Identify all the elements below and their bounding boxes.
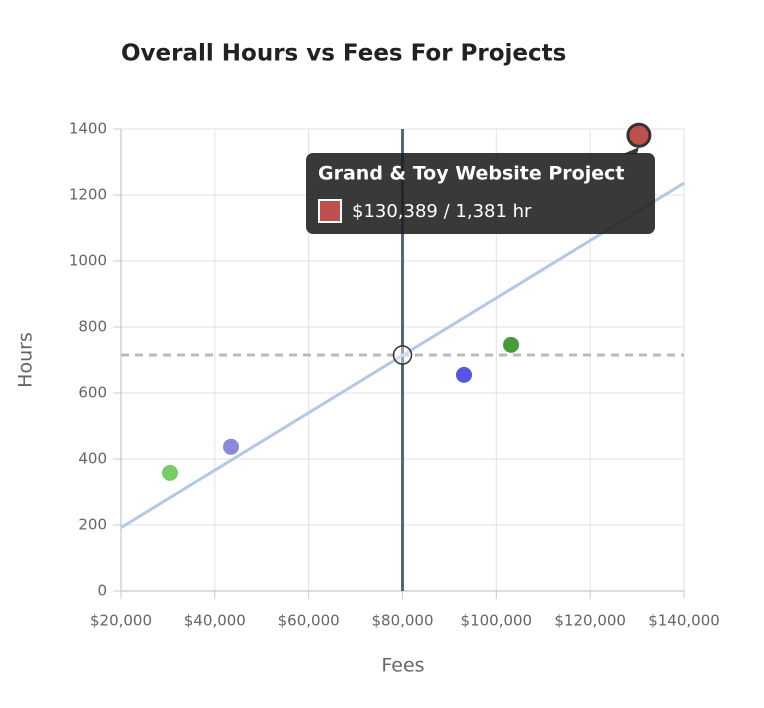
y-tick-label: 1400	[69, 120, 107, 138]
x-tick-label: $40,000	[184, 612, 246, 630]
y-tick-label: 200	[78, 516, 107, 534]
y-tick-label: 1200	[69, 186, 107, 204]
data-point	[455, 366, 472, 383]
y-tick-label: 400	[78, 450, 107, 468]
x-tick-label: $140,000	[648, 612, 720, 630]
y-tick-label: 0	[97, 582, 107, 600]
tooltip-label: $130,389 / 1,381 hr	[352, 201, 532, 222]
chart-title: Overall Hours vs Fees For Projects	[121, 41, 566, 67]
x-tick-label: $100,000	[461, 612, 533, 630]
data-point	[502, 336, 519, 353]
tooltip-box	[306, 153, 655, 234]
tooltip-title: Grand & Toy Website Project	[318, 163, 624, 185]
data-point	[161, 464, 178, 481]
y-tick-label: 800	[78, 318, 107, 336]
data-point	[626, 122, 652, 148]
trend-line	[120, 181, 685, 529]
x-tick-label: $120,000	[554, 612, 626, 630]
x-tick-label: $60,000	[278, 612, 340, 630]
tooltip-swatch	[318, 199, 342, 223]
x-tick-label: $80,000	[371, 612, 433, 630]
y-tick-label: 1000	[69, 252, 107, 270]
y-tick-label: 600	[78, 384, 107, 402]
tooltip-caret	[622, 147, 639, 154]
data-point	[223, 438, 240, 455]
y-axis-title: Hours	[15, 332, 37, 388]
x-tick-label: $20,000	[90, 612, 152, 630]
x-axis-title: Fees	[381, 655, 424, 677]
tooltip: Grand & Toy Website Project $130,389 / 1,…	[306, 147, 655, 234]
mean-point	[392, 345, 413, 365]
